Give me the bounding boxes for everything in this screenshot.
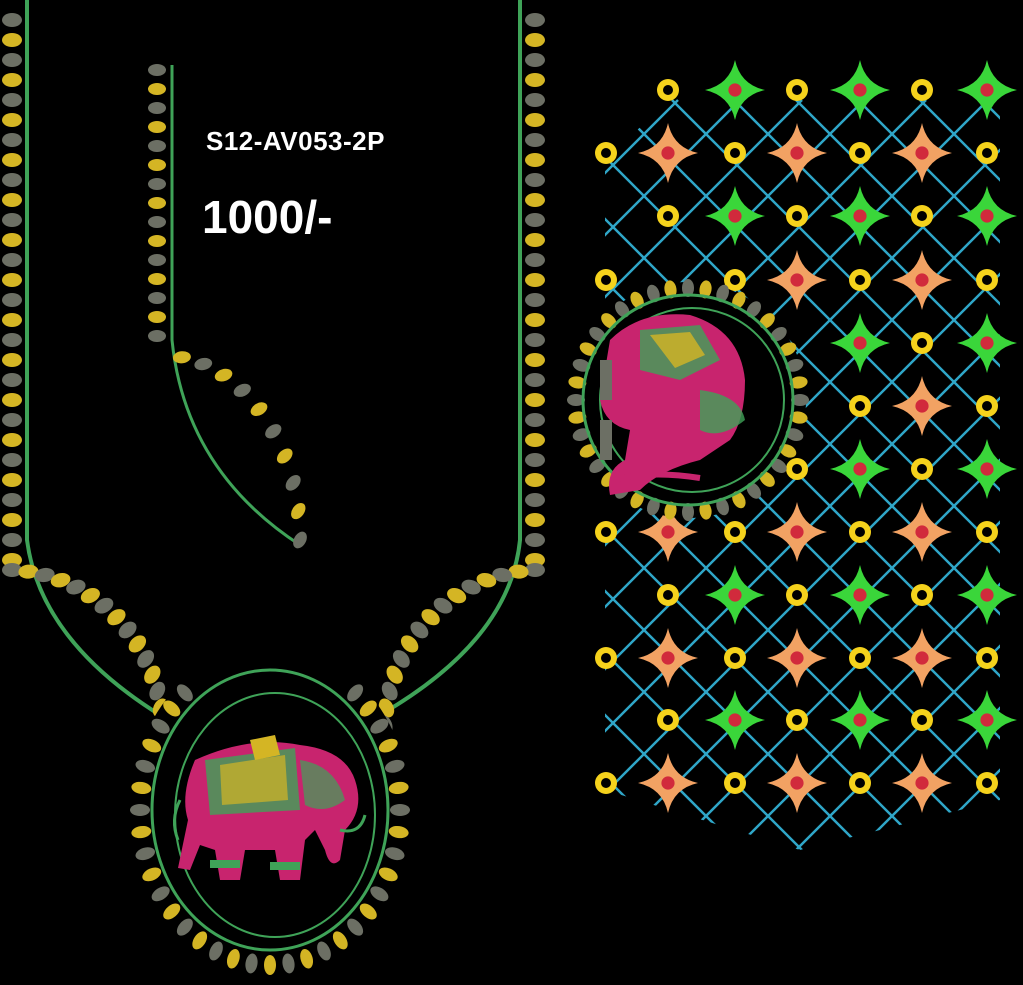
star-motifs: [638, 60, 1017, 813]
neckline-outer-line: [25, 0, 522, 717]
inner-neckline-beads: [148, 64, 307, 549]
elephant-medallion-icon: [173, 735, 367, 880]
neckline-beads: [2, 13, 545, 735]
sleeve-medallion: [567, 279, 809, 521]
ring-motifs: [595, 79, 998, 794]
price-label: 1000/-: [202, 191, 333, 243]
neckline-medallion: [130, 645, 410, 975]
elephant-crescent-icon: [600, 314, 745, 495]
design-code-label: S12-AV053-2P: [206, 126, 385, 156]
